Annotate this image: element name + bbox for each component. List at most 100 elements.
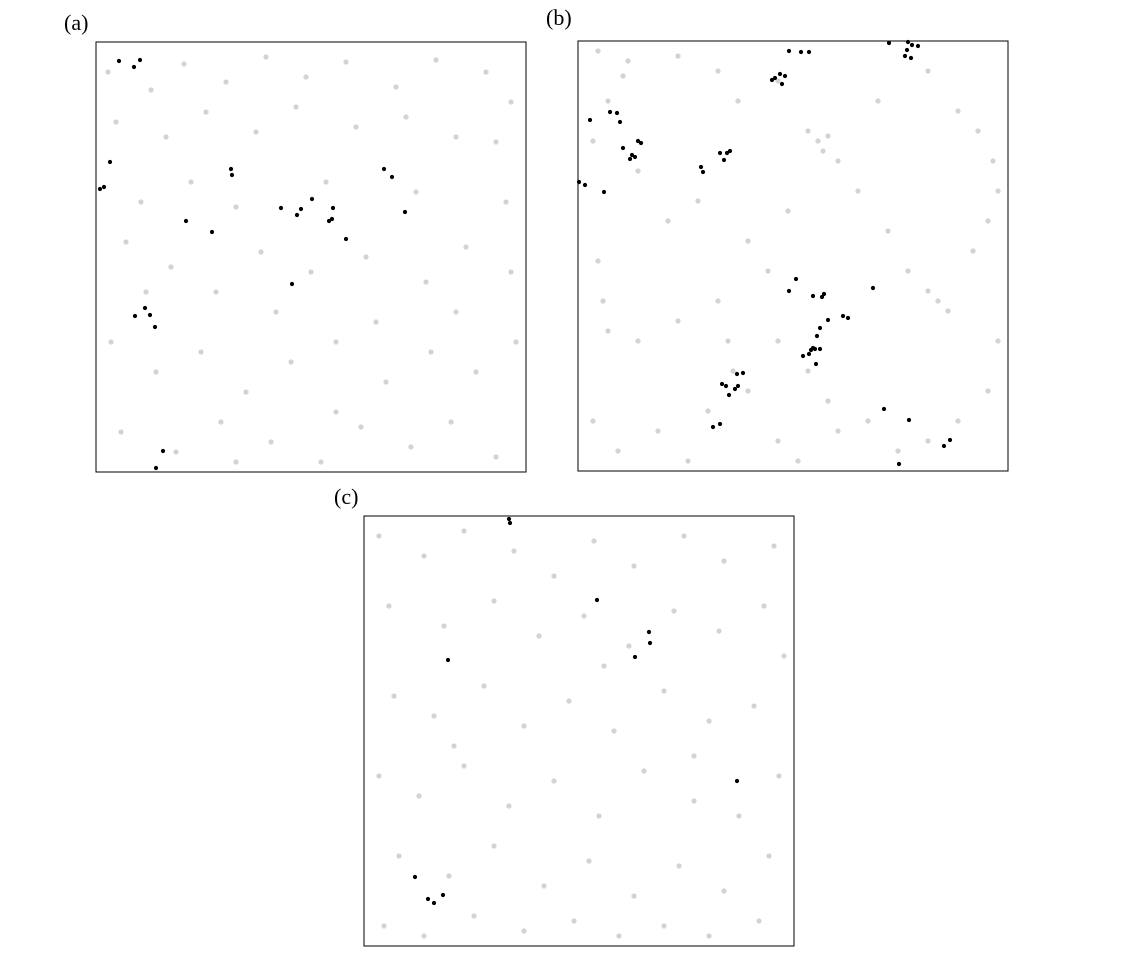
point	[810, 293, 816, 299]
point	[148, 87, 154, 93]
point	[786, 288, 792, 294]
point	[203, 109, 209, 115]
point	[511, 548, 517, 554]
point	[886, 40, 892, 46]
point	[590, 418, 596, 424]
point	[766, 853, 772, 859]
point	[724, 150, 730, 156]
point	[481, 683, 487, 689]
point	[582, 182, 588, 188]
point	[118, 429, 124, 435]
point	[990, 158, 996, 164]
point	[209, 229, 215, 235]
point	[383, 379, 389, 385]
point	[620, 73, 626, 79]
point	[710, 424, 716, 430]
point	[800, 353, 806, 359]
point	[507, 520, 513, 526]
point	[786, 48, 792, 54]
point	[975, 128, 981, 134]
point	[995, 338, 1001, 344]
point	[173, 449, 179, 455]
point	[453, 309, 459, 315]
point	[181, 61, 187, 67]
point	[101, 184, 107, 190]
point	[243, 389, 249, 395]
point	[132, 313, 138, 319]
point	[152, 324, 158, 330]
point	[521, 723, 527, 729]
point	[727, 148, 733, 154]
point	[705, 408, 711, 414]
point	[895, 448, 901, 454]
point	[105, 69, 111, 75]
point	[945, 308, 951, 314]
panel-label: (a)	[64, 10, 88, 35]
point	[902, 53, 908, 59]
point	[440, 892, 446, 898]
point	[97, 186, 103, 192]
point	[333, 409, 339, 415]
point	[381, 923, 387, 929]
point	[594, 597, 600, 603]
point	[218, 419, 224, 425]
point	[805, 128, 811, 134]
point	[735, 98, 741, 104]
point	[503, 199, 509, 205]
point	[147, 312, 153, 318]
point	[123, 239, 129, 245]
point	[343, 59, 349, 65]
point	[819, 294, 825, 300]
point	[817, 325, 823, 331]
point	[725, 338, 731, 344]
point	[294, 212, 300, 218]
point	[726, 392, 732, 398]
point	[845, 315, 851, 321]
point	[812, 346, 818, 352]
point	[631, 893, 637, 899]
point	[985, 388, 991, 394]
point	[751, 703, 757, 709]
point	[318, 459, 324, 465]
point	[896, 461, 902, 467]
point	[451, 743, 457, 749]
point	[402, 209, 408, 215]
point	[772, 75, 778, 81]
point	[263, 54, 269, 60]
point	[635, 138, 641, 144]
point	[131, 64, 137, 70]
point	[700, 169, 706, 175]
point	[795, 458, 801, 464]
point	[776, 773, 782, 779]
point	[473, 369, 479, 375]
point	[586, 858, 592, 864]
point	[685, 458, 691, 464]
point	[425, 896, 431, 902]
point	[671, 608, 677, 614]
point	[646, 629, 652, 635]
point	[736, 813, 742, 819]
point	[615, 448, 621, 454]
point	[521, 928, 527, 934]
point	[463, 244, 469, 250]
point	[441, 623, 447, 629]
point	[870, 285, 876, 291]
point	[600, 298, 606, 304]
point	[233, 204, 239, 210]
point	[655, 428, 661, 434]
point	[616, 933, 622, 939]
point	[805, 368, 811, 374]
point	[229, 172, 235, 178]
point	[153, 369, 159, 375]
point	[413, 189, 419, 195]
point	[393, 84, 399, 90]
point	[376, 773, 382, 779]
point	[163, 134, 169, 140]
point	[732, 386, 738, 392]
point	[391, 693, 397, 699]
point	[721, 157, 727, 163]
point	[970, 248, 976, 254]
point	[735, 383, 741, 389]
point	[376, 533, 382, 539]
